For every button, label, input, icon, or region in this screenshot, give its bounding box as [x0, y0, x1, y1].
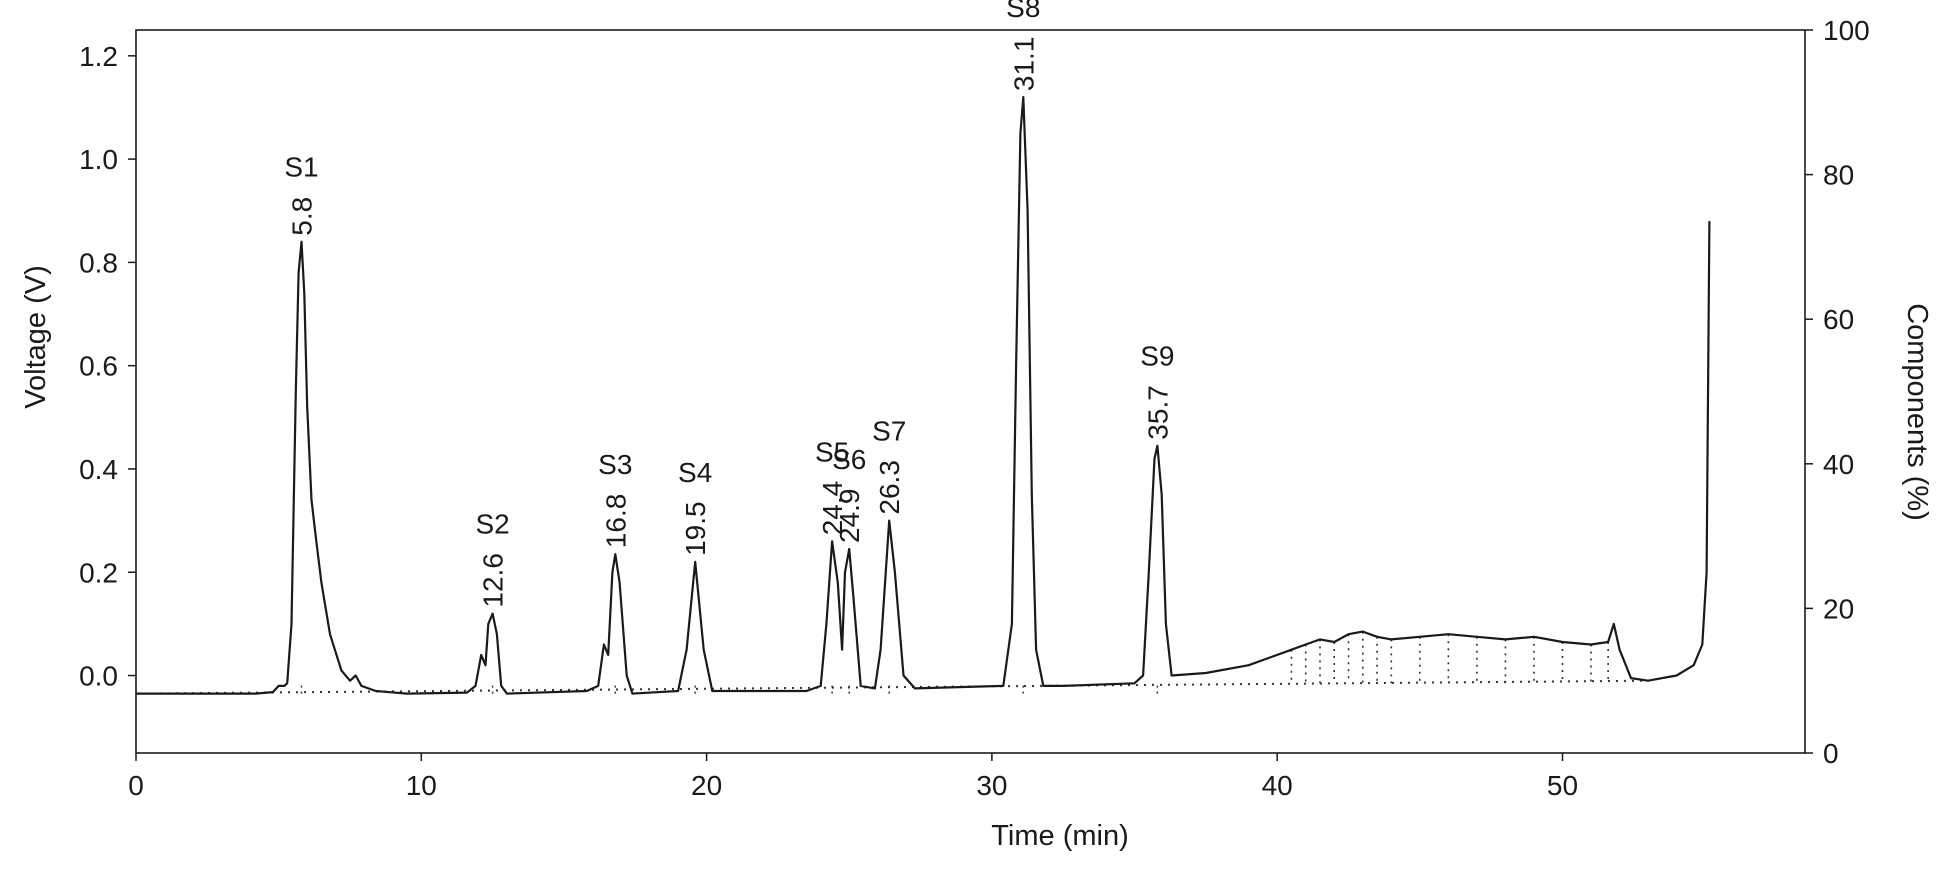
peak-name-label: S1 [284, 152, 318, 183]
peak-name-label: S8 [1006, 0, 1040, 23]
plot-border [135, 29, 1806, 754]
peak-name-label: S5 [815, 436, 849, 467]
plot-frame [135, 29, 1806, 754]
y2-tick-label: 100 [1823, 15, 1870, 46]
peak-retention-label: 26.3 [874, 460, 905, 515]
y-tick-label: 1.2 [79, 41, 118, 72]
peak-retention-label: 24.4 [817, 481, 848, 536]
x-axis-ticks: 0 10 20 30 40 50 [128, 753, 1578, 801]
y-axis-title: Voltage (V) [20, 265, 52, 408]
y2-tick-label: 0 [1823, 738, 1839, 769]
peak-name-label: S2 [475, 509, 509, 540]
x-tick-label: 10 [406, 770, 437, 801]
peak-name-label: S6 [832, 444, 866, 475]
y2-tick-label: 60 [1823, 304, 1854, 335]
y2-tick-label: 20 [1823, 593, 1854, 624]
y-tick-label: 0.6 [79, 351, 118, 382]
peak-retention-label: 5.8 [287, 197, 318, 236]
x-tick-label: 20 [691, 770, 722, 801]
peak-retention-label: 12.6 [478, 553, 509, 608]
peak-retention-label: 35.7 [1142, 385, 1173, 440]
y-tick-label: 0.2 [79, 557, 118, 588]
y-tick-label: 0.0 [79, 661, 118, 692]
y-tick-label: 1.0 [79, 144, 118, 175]
peak-retention-label: 16.8 [600, 494, 631, 549]
x-axis-title: Time (min) [991, 820, 1128, 852]
peak-name-label: S7 [872, 416, 906, 447]
y-axis-ticks: 0.0 0.2 0.4 0.6 0.8 1.0 1.2 [79, 41, 136, 692]
y-tick-label: 0.4 [79, 454, 118, 485]
peak-retention-label: 19.5 [680, 501, 711, 556]
x-tick-label: 50 [1547, 770, 1578, 801]
y2-tick-label: 80 [1823, 160, 1854, 191]
peak-name-label: S3 [598, 449, 632, 480]
y2-axis-ticks: 0 20 40 60 80 100 [1805, 15, 1870, 769]
chromatogram-trace [136, 96, 1711, 695]
x-tick-label: 40 [1262, 770, 1293, 801]
y2-tick-label: 40 [1823, 449, 1854, 480]
x-tick-label: 0 [128, 770, 144, 801]
x-tick-label: 30 [976, 770, 1007, 801]
peak-labels: 5.8 S1 12.6 S2 16.8 S3 19.5 S4 24.4 S5 24.9 S6 26.3 S… [284, 0, 1174, 608]
peak-name-label: S4 [678, 457, 712, 488]
peak-name-label: S9 [1140, 341, 1174, 372]
y-tick-label: 0.8 [79, 247, 118, 278]
peak-retention-label: 24.9 [834, 489, 865, 544]
peak-retention-label: 31.1 [1008, 37, 1039, 92]
trace-layer [135, 96, 1711, 695]
y2-axis-title: Components (%) [1901, 303, 1933, 521]
